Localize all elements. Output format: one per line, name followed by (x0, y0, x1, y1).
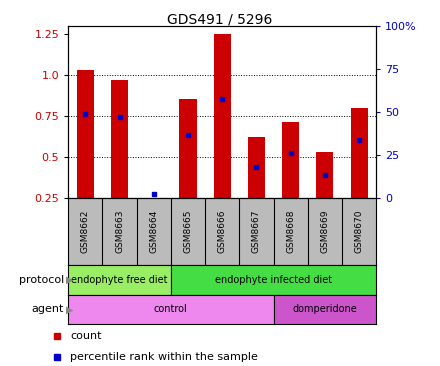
Text: endophyte free diet: endophyte free diet (71, 275, 168, 285)
Bar (351, 108, 368, 198)
Bar (180, 99, 197, 198)
Text: domperidone: domperidone (293, 304, 357, 314)
Text: GSM8665: GSM8665 (183, 210, 192, 253)
Text: agent: agent (31, 304, 64, 314)
Text: ▶: ▶ (66, 275, 73, 285)
Bar (77, 70, 94, 198)
Bar (68, 265, 171, 295)
Text: GSM8664: GSM8664 (149, 210, 158, 253)
Bar (248, 137, 265, 198)
Bar (111, 80, 128, 198)
Text: control: control (154, 304, 188, 314)
Text: ▶: ▶ (66, 304, 73, 314)
Text: count: count (70, 331, 102, 341)
Bar (214, 34, 231, 198)
Text: GSM8662: GSM8662 (81, 210, 90, 253)
Bar (274, 295, 376, 324)
Text: GDS491 / 5296: GDS491 / 5296 (167, 13, 273, 27)
Text: GSM8668: GSM8668 (286, 210, 295, 253)
Text: GSM8666: GSM8666 (218, 210, 227, 253)
Bar (171, 265, 376, 295)
Text: endophyte infected diet: endophyte infected diet (215, 275, 332, 285)
Text: GSM8667: GSM8667 (252, 210, 261, 253)
Text: GSM8670: GSM8670 (355, 210, 363, 253)
Bar (68, 295, 274, 324)
Text: GSM8669: GSM8669 (320, 210, 330, 253)
Text: percentile rank within the sample: percentile rank within the sample (70, 352, 258, 362)
Bar (316, 152, 334, 198)
Bar (282, 122, 299, 198)
Text: GSM8663: GSM8663 (115, 210, 124, 253)
Text: protocol: protocol (18, 275, 64, 285)
